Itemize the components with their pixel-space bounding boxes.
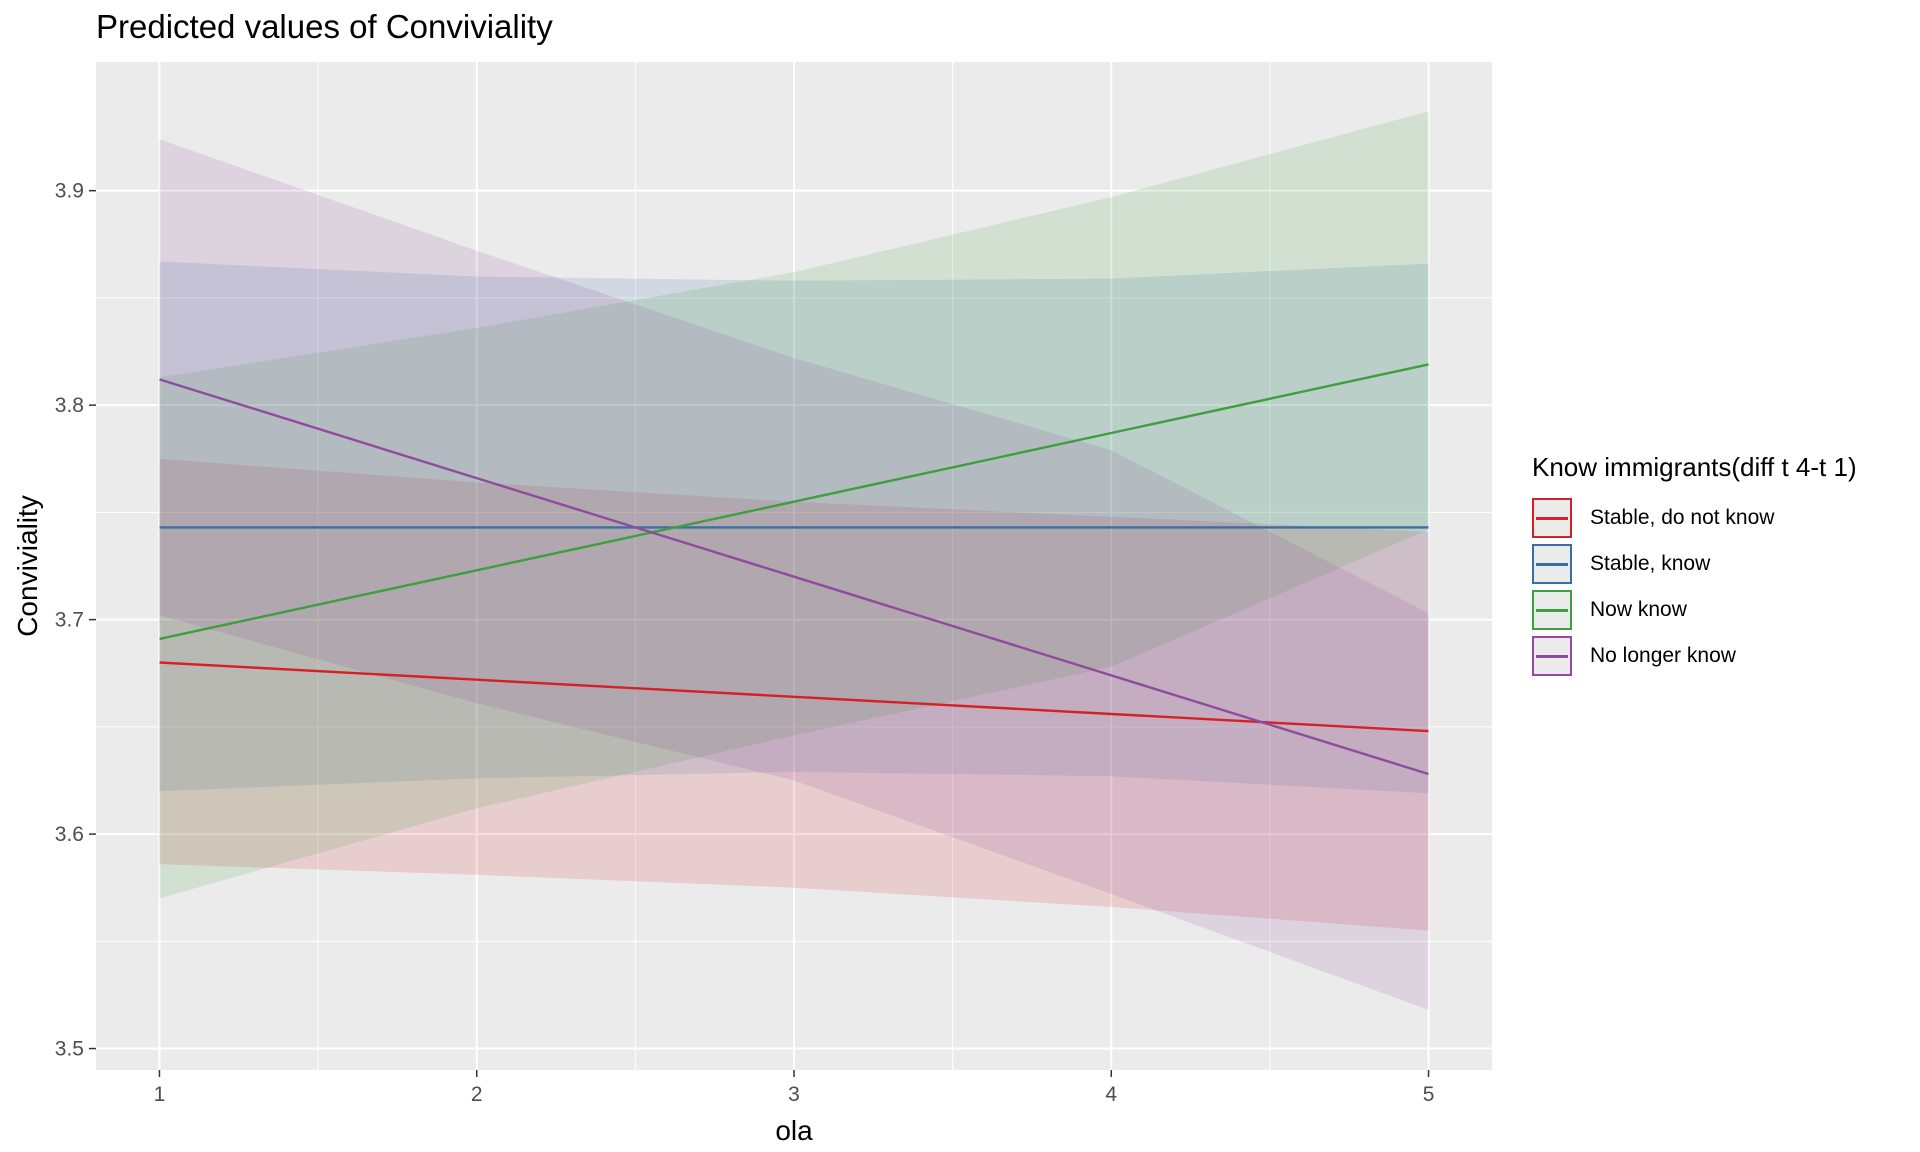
legend-item: Now know (1532, 587, 1857, 633)
y-tick-label: 3.5 (55, 1038, 84, 1061)
legend-item: Stable, do not know (1532, 495, 1857, 541)
legend-items: Stable, do not know Stable, know Now know N… (1532, 495, 1857, 679)
chart-title: Predicted values of Conviviality (96, 8, 553, 45)
legend-key-swatch (1532, 636, 1572, 676)
legend-key-line (1536, 609, 1568, 612)
x-tick-label: 4 (1105, 1083, 1117, 1106)
x-tick-label: 2 (471, 1083, 483, 1106)
y-tick-label: 3.9 (55, 180, 84, 203)
line-series-2 (159, 363, 1429, 641)
legend-item: No longer know (1532, 633, 1857, 679)
legend: Know immigrants(diff t 4-t 1) Stable, do… (1532, 452, 1857, 679)
confidence-ribbons (159, 111, 1429, 1010)
series-lines (159, 363, 1429, 776)
y-axis-label: Conviviality (12, 495, 43, 637)
legend-key-swatch (1532, 544, 1572, 584)
legend-key-swatch (1532, 590, 1572, 630)
y-tick-label: 3.6 (55, 823, 84, 846)
y-tick-label: 3.8 (55, 394, 84, 417)
ribbon-series-3 (159, 139, 1429, 1010)
legend-label: Now know (1590, 598, 1687, 621)
legend-key-swatch (1532, 498, 1572, 538)
line-series-3 (159, 378, 1429, 776)
legend-item: Stable, know (1532, 541, 1857, 587)
legend-key-line (1536, 517, 1568, 520)
grid-major (96, 62, 1492, 1070)
x-tick-label: 3 (788, 1083, 800, 1106)
y-tick-label: 3.7 (55, 609, 84, 632)
legend-label: No longer know (1590, 644, 1736, 667)
legend-label: Stable, know (1590, 552, 1711, 575)
legend-key-line (1536, 655, 1568, 658)
x-axis-label: ola (775, 1115, 813, 1146)
ribbon-series-2 (159, 111, 1429, 899)
ribbon-series-0 (159, 458, 1429, 931)
line-series-0 (159, 661, 1429, 733)
y-axis: 3.5 3.6 3.7 3.8 3.9 (55, 180, 96, 1061)
legend-title: Know immigrants(diff t 4-t 1) (1532, 452, 1857, 482)
legend-label: Stable, do not know (1590, 506, 1775, 529)
x-tick-label: 1 (154, 1083, 166, 1106)
legend-key-line (1536, 563, 1568, 566)
x-axis: 1 2 3 4 5 (154, 1070, 1435, 1106)
x-tick-label: 5 (1423, 1083, 1435, 1106)
